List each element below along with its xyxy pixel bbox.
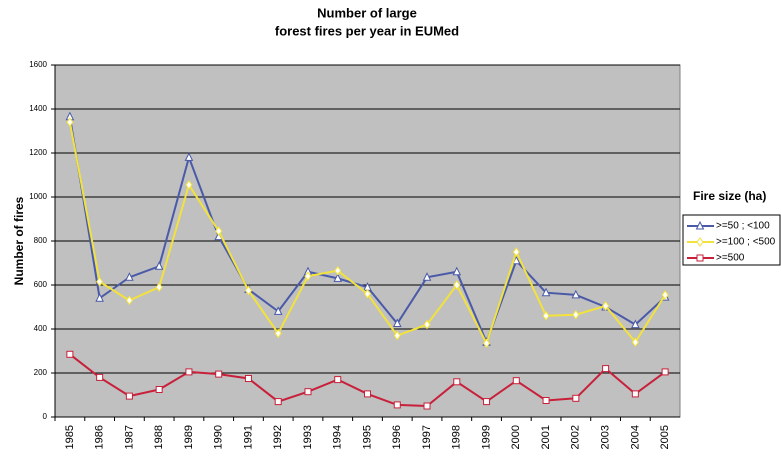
data-point — [66, 350, 74, 358]
x-tick-label: 2003 — [600, 425, 612, 449]
data-point — [422, 272, 432, 281]
chart-title: forest fires per year in EUMed — [275, 23, 459, 38]
data-point — [512, 377, 520, 385]
data-point — [185, 180, 193, 190]
x-tick-label: 1994 — [332, 425, 344, 449]
data-point — [571, 289, 581, 299]
x-tick-label: 1995 — [361, 425, 373, 449]
data-point — [274, 328, 282, 339]
data-point — [601, 301, 610, 311]
x-tick-label: 1997 — [421, 425, 433, 449]
y-tick-label: 400 — [34, 324, 48, 333]
data-point — [154, 261, 164, 270]
x-tick-label: 1985 — [64, 425, 76, 449]
data-point — [392, 318, 402, 327]
data-point — [334, 265, 342, 276]
legend-marker — [696, 254, 704, 262]
data-point — [602, 365, 610, 373]
legend-label: >=50 ; <100 — [716, 221, 770, 232]
data-point — [542, 397, 550, 404]
x-tick-label: 2002 — [570, 425, 582, 449]
legend-title: Fire size (ha) — [693, 189, 766, 203]
data-point — [483, 398, 491, 406]
data-point — [572, 394, 580, 402]
legend-label: >=500 — [716, 253, 745, 264]
x-tick-label: 1998 — [451, 425, 463, 449]
data-point — [244, 375, 252, 382]
x-tick-label: 1987 — [123, 425, 135, 449]
data-point — [333, 273, 343, 282]
data-point — [631, 337, 639, 348]
data-point — [185, 368, 193, 376]
x-tick-label: 2005 — [659, 425, 671, 449]
data-point — [452, 266, 462, 276]
x-tick-label: 2004 — [629, 425, 641, 449]
y-tick-label: 1000 — [29, 192, 47, 201]
data-point — [631, 390, 639, 398]
data-point — [215, 226, 223, 236]
data-point — [274, 398, 282, 406]
data-point — [95, 293, 104, 302]
data-point — [542, 310, 550, 321]
data-point — [273, 306, 283, 315]
data-point — [393, 401, 401, 409]
y-tick-label: 1600 — [29, 60, 47, 69]
x-tick-label: 1992 — [272, 425, 284, 449]
data-point — [661, 290, 669, 300]
x-tick-label: 1989 — [183, 425, 195, 449]
x-tick-label: 2001 — [540, 425, 552, 449]
data-point — [96, 276, 104, 287]
y-tick-label: 1200 — [29, 148, 47, 157]
x-tick-label: 2000 — [510, 425, 522, 449]
x-tick-label: 1999 — [480, 425, 492, 449]
data-point — [364, 390, 371, 398]
x-tick-label: 1993 — [302, 425, 314, 449]
data-point — [66, 117, 74, 128]
legend-label: >=100 ; <500 — [716, 237, 776, 248]
data-point — [661, 368, 669, 376]
data-point — [512, 247, 520, 257]
data-point — [125, 272, 134, 281]
data-point — [215, 370, 223, 378]
data-point — [334, 376, 342, 384]
y-tick-label: 200 — [34, 368, 48, 377]
legend-marker — [696, 237, 704, 247]
data-point — [155, 386, 163, 393]
data-point — [572, 309, 580, 320]
data-point — [96, 373, 104, 381]
x-tick-label: 1988 — [153, 425, 165, 449]
y-tick-label: 800 — [34, 236, 48, 245]
data-point — [304, 388, 312, 396]
y-axis-label: Number of fires — [12, 196, 26, 285]
data-point — [423, 319, 431, 330]
x-tick-label: 1991 — [242, 425, 254, 449]
y-tick-label: 600 — [34, 280, 48, 289]
y-tick-label: 0 — [43, 412, 48, 421]
data-point — [155, 282, 163, 293]
data-point — [393, 330, 401, 341]
data-point — [125, 295, 134, 306]
data-point — [541, 287, 551, 297]
data-point — [244, 285, 253, 296]
chart-title: Number of large — [317, 5, 417, 20]
data-point — [453, 378, 461, 386]
data-point — [125, 392, 133, 400]
data-point — [304, 271, 312, 282]
x-tick-label: 1996 — [391, 425, 403, 449]
data-point — [631, 319, 640, 329]
data-point — [453, 280, 461, 290]
data-point — [363, 288, 372, 299]
data-point — [482, 338, 491, 349]
data-point — [423, 402, 431, 410]
y-tick-label: 1400 — [29, 104, 47, 113]
legend-marker — [695, 220, 705, 230]
data-point — [184, 152, 194, 161]
x-tick-label: 1990 — [213, 425, 225, 449]
x-tick-label: 1986 — [94, 425, 106, 449]
